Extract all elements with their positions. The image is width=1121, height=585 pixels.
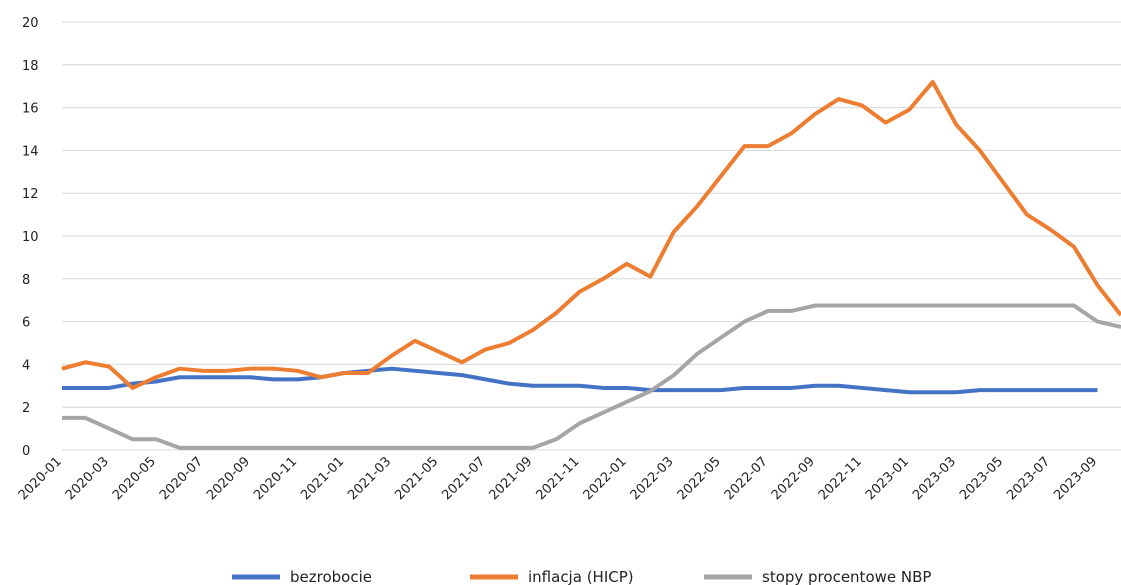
x-tick-label: 2023-09 [1051, 454, 1100, 503]
legend-label: bezrobocie [290, 568, 372, 585]
series-line-1 [61, 79, 1121, 390]
y-tick-label: 10 [22, 230, 39, 245]
x-tick-label: 2023-01 [863, 454, 912, 503]
series-line-0 [62, 366, 1098, 395]
y-tick-label: 12 [22, 187, 39, 202]
x-tick-label: 2022-11 [816, 454, 865, 503]
x-tick-label: 2021-03 [345, 454, 394, 503]
x-tick-label: 2020-11 [251, 454, 300, 503]
legend-label: stopy procentowe NBP [762, 568, 931, 585]
y-tick-label: 20 [22, 16, 39, 31]
x-tick-label: 2021-01 [298, 454, 347, 503]
x-tick-label: 2023-07 [1004, 454, 1053, 503]
x-tick-label: 2021-09 [486, 454, 535, 503]
x-tick-label: 2022-01 [581, 454, 630, 503]
y-tick-label: 2 [22, 401, 30, 416]
x-tick-label: 2021-05 [392, 454, 441, 503]
y-tick-label: 16 [22, 102, 39, 117]
series-line-2 [62, 303, 1121, 450]
x-tick-label: 2020-03 [63, 454, 112, 503]
y-axis-ticks: 0 2 4 6 8 10 12 14 16 18 20 [22, 16, 39, 459]
x-tick-label: 2020-05 [110, 454, 159, 503]
x-tick-label: 2022-07 [722, 454, 771, 503]
x-tick-label: 2020-01 [16, 454, 65, 503]
y-tick-label: 4 [22, 358, 30, 373]
gridlines [62, 21, 1121, 451]
x-tick-label: 2023-03 [910, 454, 959, 503]
legend-label: inflacja (HICP) [528, 568, 634, 585]
x-tick-label: 2022-03 [628, 454, 677, 503]
x-tick-label: 2020-09 [204, 454, 253, 503]
legend: bezrobocie inflacja (HICP) stopy procentow… [232, 568, 931, 585]
y-tick-label: 8 [22, 273, 30, 288]
x-tick-label: 2021-11 [534, 454, 583, 503]
x-axis-ticks: 2020-012020-032020-052020-072020-092020-… [16, 454, 1100, 503]
x-tick-label: 2023-05 [957, 454, 1006, 503]
y-tick-label: 6 [22, 316, 30, 331]
x-tick-label: 2022-09 [769, 454, 818, 503]
x-tick-label: 2020-07 [157, 454, 206, 503]
y-tick-label: 14 [22, 144, 39, 159]
y-tick-label: 18 [22, 59, 39, 74]
y-tick-label: 0 [22, 444, 30, 459]
x-tick-label: 2022-05 [675, 454, 724, 503]
series-lines [61, 79, 1121, 450]
x-tick-label: 2021-07 [439, 454, 488, 503]
